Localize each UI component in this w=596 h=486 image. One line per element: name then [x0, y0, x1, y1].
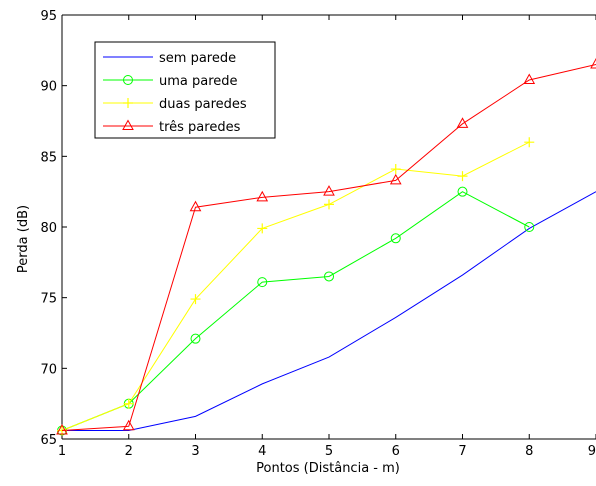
data-point-3	[590, 57, 596, 69]
series-line-2	[61, 141, 530, 431]
y-tick-label: 70	[40, 362, 57, 377]
data-point-1	[324, 271, 334, 282]
y-tick-label: 65	[40, 433, 57, 448]
x-tick-label: 3	[191, 444, 199, 459]
x-tick-label: 9	[588, 444, 596, 459]
legend-marker	[122, 119, 134, 130]
legend-box	[94, 41, 276, 139]
data-point-1	[457, 186, 468, 197]
data-point-1	[390, 233, 401, 244]
x-tick-label: 1	[58, 444, 66, 459]
series-line-0	[62, 191, 596, 432]
y-tick-label: 85	[40, 150, 57, 165]
data-point-3	[323, 185, 335, 196]
data-point-3	[389, 173, 402, 185]
legend-label: três paredes	[159, 120, 241, 135]
data-point-2	[123, 398, 134, 409]
data-point-2	[390, 164, 401, 175]
series-line-1	[61, 191, 530, 431]
legend-marker	[123, 75, 133, 85]
y-tick-label: 90	[40, 80, 57, 95]
x-tick-label: 7	[458, 444, 466, 459]
plot-area: 1 2 3 4 5 6 7 8 9 65 70 75 80 85 90 95 sem parede uma par…	[40, 9, 596, 459]
data-point-3	[56, 423, 68, 435]
data-point-3	[189, 200, 202, 212]
data-point-2	[457, 171, 468, 182]
y-tick-label: 95	[40, 9, 57, 24]
data-point-3	[122, 419, 135, 431]
data-point-2	[257, 223, 268, 234]
x-tick-label: 8	[525, 444, 533, 459]
data-point-1	[190, 333, 201, 344]
x-tick-label: 5	[325, 444, 333, 459]
data-point-3	[523, 73, 536, 85]
data-point-2	[324, 199, 334, 210]
x-tick-label: 6	[392, 444, 400, 459]
data-point-1	[524, 222, 535, 232]
legend-label: sem parede	[159, 51, 236, 66]
data-point-1	[257, 277, 268, 288]
y-tick-label: 75	[40, 292, 57, 307]
series-line-3	[61, 63, 596, 432]
legend-marker	[123, 98, 133, 108]
data-point-3	[456, 117, 469, 128]
data-point-2	[524, 137, 535, 148]
data-point-2	[190, 294, 201, 305]
x-tick-label: 2	[125, 444, 133, 459]
data-point-3	[256, 190, 269, 202]
legend-label: uma parede	[159, 74, 238, 89]
y-axis-label: Perda (dB)	[16, 205, 31, 273]
y-tick-label: 80	[40, 221, 57, 236]
x-axis-label: Pontos (Distância - m)	[256, 461, 400, 476]
x-tick-label: 4	[258, 444, 266, 459]
legend-label: duas paredes	[159, 97, 247, 112]
